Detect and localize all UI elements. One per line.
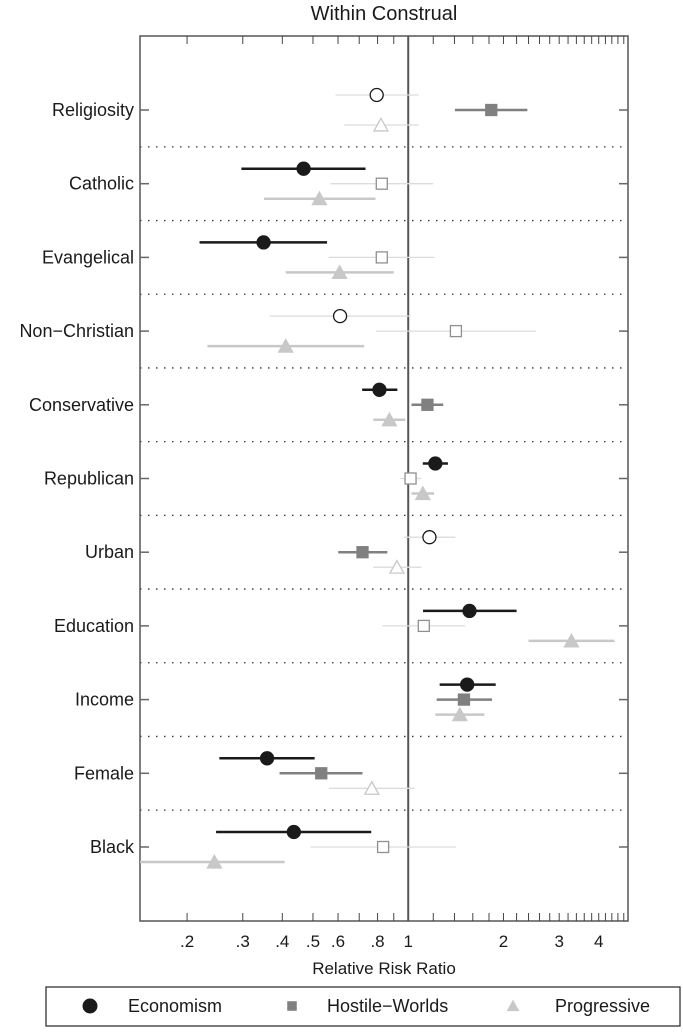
y-tick-label: Urban bbox=[85, 542, 134, 562]
point-triangle bbox=[451, 706, 468, 722]
plot-area: .2 .3 .4 .5 .6 .8 1 2 3 4 Religiosity Catholic Evang… bbox=[19, 35, 629, 951]
x-tick-label: .4 bbox=[275, 932, 289, 951]
point-square bbox=[421, 398, 434, 411]
point-square bbox=[356, 546, 369, 559]
y-tick-label: Non−Christian bbox=[19, 321, 134, 341]
point-square bbox=[315, 767, 328, 780]
point-circle bbox=[256, 235, 271, 250]
point-triangle bbox=[311, 190, 328, 206]
legend-marker-circle bbox=[82, 998, 98, 1014]
point-circle bbox=[428, 456, 443, 471]
point-triangle bbox=[381, 411, 398, 427]
legend-box bbox=[45, 986, 681, 1027]
x-tick-label: .2 bbox=[180, 932, 194, 951]
point-circle bbox=[462, 603, 477, 619]
point-square bbox=[449, 324, 463, 338]
y-tick-label: Conservative bbox=[29, 395, 134, 415]
point-circle bbox=[422, 530, 437, 545]
y-tick-label: Republican bbox=[44, 469, 134, 489]
point-triangle bbox=[363, 780, 380, 795]
y-tick-label: Catholic bbox=[69, 174, 134, 194]
point-square bbox=[457, 693, 471, 706]
point-circle bbox=[369, 87, 384, 103]
point-triangle bbox=[206, 854, 223, 869]
y-tick-label: Evangelical bbox=[42, 247, 134, 267]
x-tick-label: 2 bbox=[499, 932, 508, 951]
y-tick-label: Black bbox=[90, 837, 135, 857]
point-triangle bbox=[277, 338, 294, 353]
x-tick-label: 3 bbox=[554, 932, 563, 951]
point-square bbox=[376, 840, 390, 854]
legend: Economism Hostile−Worlds Progressive bbox=[45, 986, 681, 1027]
point-square bbox=[485, 103, 498, 117]
point-square bbox=[375, 251, 388, 264]
point-circle bbox=[372, 382, 387, 397]
point-circle bbox=[296, 161, 311, 176]
point-triangle bbox=[388, 559, 406, 574]
legend-label: Progressive bbox=[555, 996, 650, 1016]
point-triangle bbox=[331, 264, 348, 280]
y-tick-label: Religiosity bbox=[52, 100, 134, 120]
x-axis-label: Relative Risk Ratio bbox=[312, 959, 456, 978]
chart-title: Within Construal bbox=[311, 3, 458, 25]
x-tick-label: .6 bbox=[331, 932, 345, 951]
y-tick-label: Income bbox=[75, 690, 134, 710]
point-square bbox=[417, 619, 430, 633]
x-tick-label: .3 bbox=[236, 932, 250, 951]
point-triangle bbox=[372, 117, 390, 132]
point-triangle bbox=[563, 632, 580, 648]
y-tick-label: Female bbox=[74, 763, 134, 783]
point-square bbox=[375, 177, 388, 190]
x-tick-label: .5 bbox=[306, 932, 320, 951]
legend-marker-triangle bbox=[506, 999, 520, 1012]
point-circle bbox=[286, 824, 301, 840]
x-tick-label: 4 bbox=[594, 932, 603, 951]
x-tick-label: .8 bbox=[370, 932, 384, 951]
point-triangle bbox=[414, 485, 431, 501]
legend-label: Hostile−Worlds bbox=[327, 996, 448, 1016]
legend-marker-square bbox=[287, 1001, 297, 1011]
point-circle bbox=[460, 677, 475, 692]
legend-label: Economism bbox=[128, 996, 222, 1016]
point-circle bbox=[332, 308, 348, 324]
y-tick-label: Education bbox=[54, 616, 134, 636]
x-tick-label: 1 bbox=[403, 932, 412, 951]
point-square bbox=[404, 472, 417, 485]
point-circle bbox=[259, 751, 275, 766]
